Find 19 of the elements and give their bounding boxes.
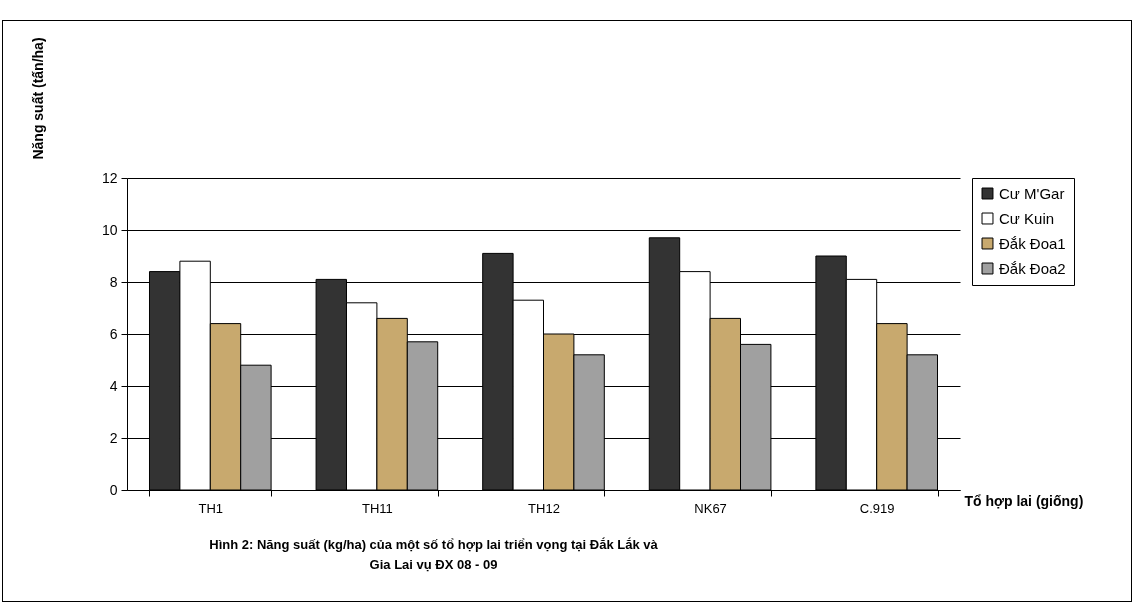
legend-label: Cư Kuin	[999, 209, 1055, 227]
x-tick-label: TH11	[361, 500, 393, 516]
text: Hình 2: Năng suất (kg/ha) của một số tổ hợp lai triển vọng tại Đắk Lắk và Gia Lai vụ ĐX 08 - 09	[209, 537, 659, 572]
y-tick-label: 8	[109, 273, 118, 290]
y-tick-label: 4	[109, 377, 118, 394]
x-tick-label: TH12	[528, 500, 560, 516]
y-tick-label: 10	[101, 221, 118, 238]
legend-label: Đắk Đoa1	[999, 234, 1066, 252]
x-tick-label: TH1	[198, 500, 224, 516]
legend-label: Đắk Đoa2	[999, 259, 1066, 277]
x-tick-label: C.919	[859, 500, 895, 516]
x-axis-title: Tổ hợp lai (giống)	[964, 492, 1084, 509]
x-tick-label: NK67	[694, 500, 727, 516]
y-axis-title: Năng suất (tấn/ha)	[29, 37, 46, 160]
y-tick-label: 6	[109, 325, 118, 342]
y-tick-label: 0	[109, 481, 118, 498]
y-tick-label: 2	[109, 429, 118, 446]
legend-label: Cư M'Gar	[999, 184, 1065, 202]
y-tick-label: 12	[101, 169, 118, 186]
